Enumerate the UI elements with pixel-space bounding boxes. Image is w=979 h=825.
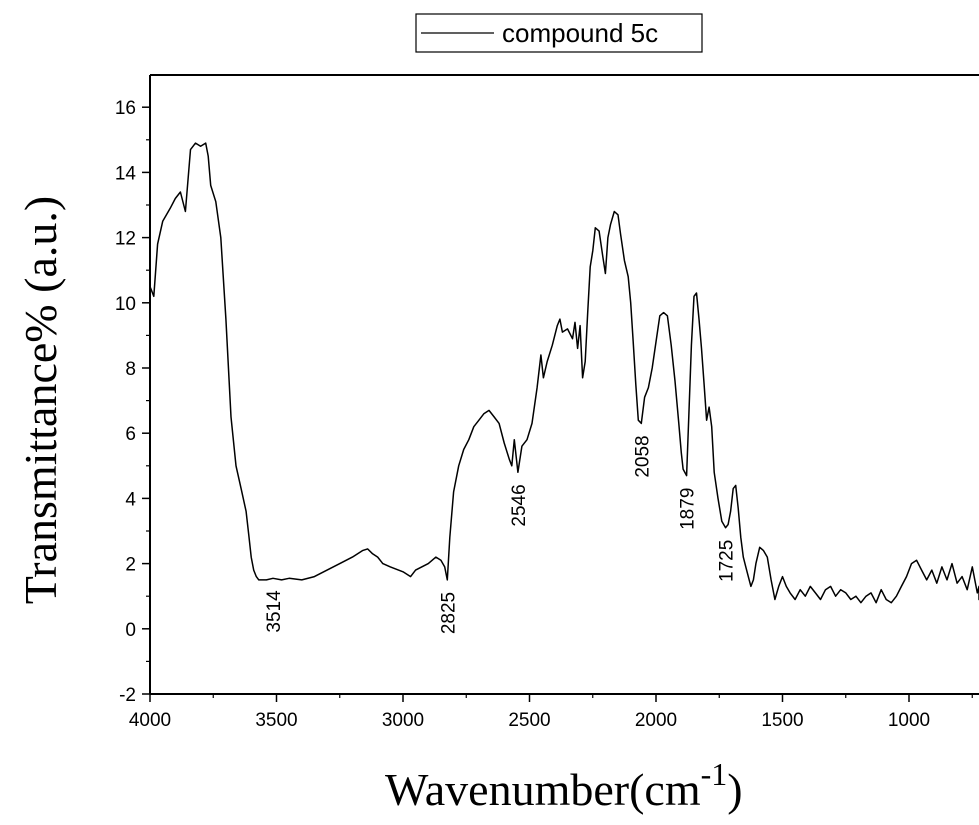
peak-label-2825: 2825	[438, 592, 459, 634]
x-tick-label: 3500	[255, 710, 297, 731]
series-line-compound-5c	[149, 142, 979, 604]
x-tick-label: 1500	[761, 710, 803, 731]
y-tick-label: 16	[115, 98, 136, 119]
y-tick-label: 2	[125, 555, 136, 576]
y-tick-label: 8	[125, 359, 136, 380]
y-tick-label: -2	[119, 685, 136, 706]
x-axis-title-close: )	[727, 764, 742, 815]
peak-label-2546: 2546	[509, 484, 530, 526]
peak-annotations: 3514 2825 2546 2058 1879 1725	[264, 435, 738, 634]
legend-label-compound-5c: compound 5c	[502, 18, 658, 48]
x-axis-ticks: 4000 3500 3000 2500 2000 1500 1000	[129, 694, 973, 731]
y-tick-label: 14	[115, 163, 137, 184]
plot-frame	[149, 74, 979, 695]
y-tick-label: 10	[115, 294, 136, 315]
x-axis-title: Wavenumber(cm-1)	[385, 756, 743, 815]
x-tick-label: 3000	[382, 710, 424, 731]
y-axis-ticks: -2 0 2 4 6 8 10 12 14 16	[115, 98, 150, 706]
x-tick-label: 4000	[129, 710, 171, 731]
peak-label-1725: 1725	[717, 540, 738, 582]
peak-label-1879: 1879	[678, 488, 699, 530]
legend: compound 5c	[415, 13, 703, 53]
y-tick-label: 6	[125, 424, 136, 445]
x-tick-label: 1000	[888, 710, 930, 731]
x-axis-title-superscript: -1	[701, 756, 728, 792]
y-tick-label: 12	[115, 229, 136, 250]
peak-label-3514: 3514	[264, 590, 285, 633]
x-tick-label: 2500	[508, 710, 550, 731]
y-tick-label: 0	[125, 620, 136, 641]
x-axis-title-main: Wavenumber(cm	[385, 764, 701, 815]
x-tick-label: 2000	[635, 710, 677, 731]
y-tick-label: 4	[125, 489, 136, 510]
y-axis-title: Transmittance% (a.u.)	[15, 196, 66, 604]
peak-label-2058: 2058	[632, 435, 653, 477]
